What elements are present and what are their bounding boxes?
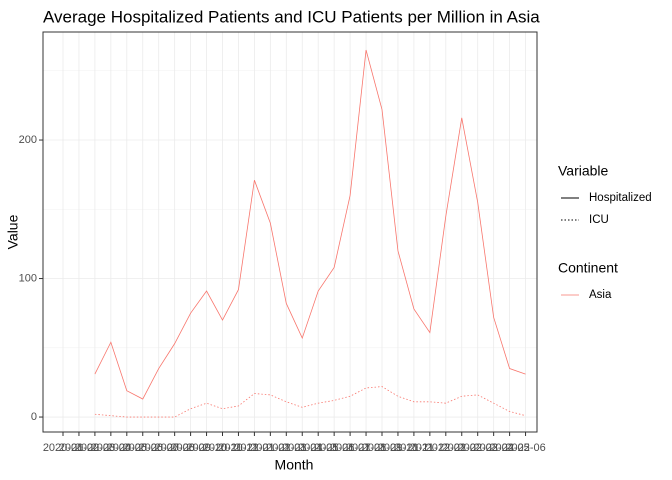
x-tick-label: 2021-02 bbox=[250, 442, 290, 454]
x-tick-label: 2022-06 bbox=[505, 442, 545, 454]
x-tick-label: 2020-08 bbox=[154, 442, 194, 454]
x-tick-label: 2022-05 bbox=[489, 442, 529, 454]
x-tick-label: 2021-01 bbox=[234, 442, 274, 454]
x-tick-label: 2020-07 bbox=[139, 442, 179, 454]
x-tick-label: 2020-10 bbox=[186, 442, 226, 454]
x-tick-label: 2020-09 bbox=[170, 442, 210, 454]
x-tick-label: 2021-04 bbox=[282, 442, 322, 454]
chart-title: Average Hospitalized Patients and ICU Pa… bbox=[43, 7, 540, 26]
x-tick-label: 2020-05 bbox=[107, 442, 147, 454]
x-tick-label: 2021-11 bbox=[394, 442, 434, 454]
x-tick-label: 2021-06 bbox=[314, 442, 354, 454]
x-tick-label: 2020-04 bbox=[91, 442, 131, 454]
y-axis-title: Value bbox=[5, 214, 21, 249]
x-tick-label: 2021-05 bbox=[298, 442, 338, 454]
legend-label: ICU bbox=[589, 214, 609, 226]
x-tick-label: 2021-07 bbox=[330, 442, 370, 454]
x-tick-label: 2022-01 bbox=[426, 442, 466, 454]
legend-label: Asia bbox=[589, 289, 612, 301]
x-tick-label: 2022-03 bbox=[458, 442, 498, 454]
x-tick-label: 2021-10 bbox=[378, 442, 418, 454]
x-tick-label: 2021-12 bbox=[410, 442, 450, 454]
series-line bbox=[94, 49, 526, 400]
x-tick-label: 2020-02 bbox=[59, 442, 99, 454]
x-axis-title: Month bbox=[275, 457, 314, 473]
x-tick-label: 2021-03 bbox=[266, 442, 306, 454]
x-tick-label: 2020-06 bbox=[123, 442, 163, 454]
x-tick-label: 2022-02 bbox=[442, 442, 482, 454]
legend-title: Continent bbox=[558, 260, 618, 276]
x-tick-label: 2022-04 bbox=[473, 442, 513, 454]
y-tick-label: 100 bbox=[19, 272, 37, 284]
y-tick-label: 200 bbox=[19, 134, 37, 146]
x-tick-label: 2021-09 bbox=[362, 442, 402, 454]
series-line bbox=[94, 386, 526, 418]
x-tick-label: 2021-08 bbox=[346, 442, 386, 454]
legend-title: Variable bbox=[558, 163, 609, 179]
panel-border bbox=[42, 31, 538, 433]
x-tick-label: 2020-01 bbox=[43, 442, 83, 454]
x-tick-label: 2020-03 bbox=[75, 442, 115, 454]
x-tick-label: 2020-11 bbox=[203, 442, 243, 454]
x-tick-label: 2020-12 bbox=[218, 442, 258, 454]
legend-label: Hospitalized bbox=[589, 192, 652, 204]
y-tick-label: 0 bbox=[31, 411, 37, 423]
